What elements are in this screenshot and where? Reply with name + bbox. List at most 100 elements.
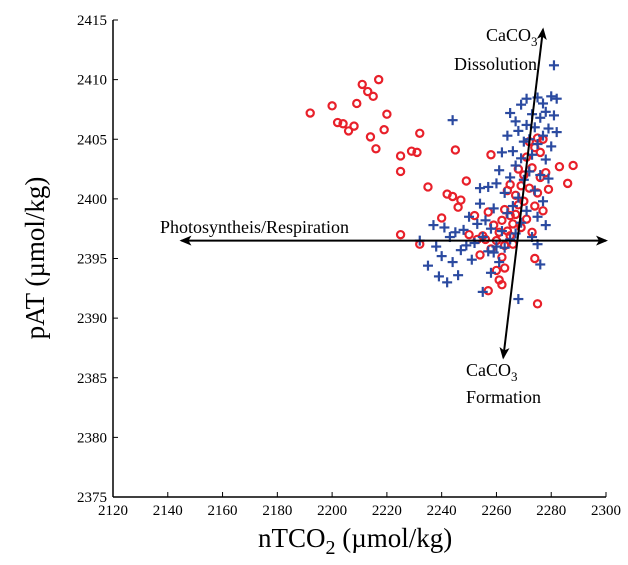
circle-point [371, 144, 381, 154]
circle-point [483, 285, 493, 296]
cross-point [433, 271, 444, 282]
cross-point [464, 211, 475, 222]
ticks: 2120 2140 2160 2180 2200 2220 2240 2260 2280 2300… [77, 13, 621, 519]
circle-point [436, 213, 447, 223]
cross-point [472, 218, 483, 229]
circle-point [475, 250, 485, 260]
x-tick-label: 2180 [262, 503, 292, 519]
circle-point [373, 74, 384, 85]
y-tick-label: 2400 [77, 192, 107, 208]
cross-point [475, 198, 486, 209]
cross-point [529, 185, 540, 196]
cross-point [499, 187, 510, 198]
circle-point [554, 161, 565, 172]
circle-point [486, 150, 496, 160]
cross-point [505, 172, 516, 183]
cross-point [461, 240, 472, 251]
circle-point [363, 86, 373, 97]
dissolution-label-line2: Dissolution [454, 54, 537, 74]
circle-point [352, 98, 362, 109]
dissolution-subscript: 3 [531, 34, 538, 49]
circle-point [456, 195, 466, 205]
circle-point [497, 215, 507, 226]
dissolution-caco-text: CaCO [486, 25, 531, 45]
y-tick-label: 2375 [77, 490, 107, 506]
formation-label-line2: Formation [466, 387, 541, 407]
caco3-dissolution-formation-arrow [499, 27, 547, 360]
cross-point [516, 99, 527, 110]
circle-point [305, 108, 315, 118]
x-tick-label: 2300 [591, 503, 621, 519]
y-tick-label: 2390 [77, 311, 107, 327]
cross-point [436, 251, 447, 262]
circle-point [562, 178, 573, 189]
formation-caco-text: CaCO [466, 360, 511, 380]
y-tick-label: 2415 [77, 13, 107, 29]
cross-point [475, 183, 486, 194]
y-tick-label: 2405 [77, 132, 107, 148]
cross-point [488, 203, 499, 214]
y-tick-label: 2385 [77, 371, 107, 387]
cross-point [480, 215, 491, 226]
x-axis-label: nTCO2 (µmol/kg) [258, 523, 452, 559]
x-axis-label-subscript: 2 [326, 537, 336, 559]
cross-point [507, 146, 518, 157]
y-tick-label: 2380 [77, 430, 107, 446]
x-tick-label: 2120 [98, 503, 128, 519]
circle-point [338, 119, 348, 129]
cross-point [469, 237, 480, 248]
cross-point [439, 222, 450, 233]
cross-point [447, 115, 458, 126]
cross-point [538, 196, 549, 207]
circle-point [508, 219, 518, 229]
cross-point [494, 165, 505, 176]
cross-point [466, 254, 477, 265]
x-axis-label-unit: (µmol/kg) [336, 523, 453, 553]
cross-point [431, 241, 442, 252]
circle-point [382, 109, 392, 119]
cross-point [422, 260, 433, 271]
cross-point [483, 181, 494, 192]
circle-point [499, 263, 510, 273]
circle-point [406, 146, 417, 156]
x-tick-label: 2200 [317, 503, 347, 519]
cross-point [450, 227, 461, 238]
circle-point [365, 132, 376, 142]
circle-point [415, 128, 425, 138]
x-axis-label-main: nTCO [258, 523, 326, 553]
circle-point [535, 147, 545, 158]
circle-point [395, 229, 406, 240]
circle-point [532, 299, 543, 309]
cross-point [483, 246, 494, 257]
cross-point [453, 270, 464, 281]
cross-point [513, 125, 524, 136]
cross-point [477, 286, 488, 297]
cross-point [521, 93, 532, 104]
arrows [179, 27, 608, 360]
circle-point [568, 160, 578, 171]
y-tick-label: 2410 [77, 73, 107, 89]
circle-point [412, 147, 422, 158]
circle-point [357, 79, 367, 90]
cross-point [485, 223, 496, 234]
circle-point [469, 210, 480, 221]
cross-point [458, 224, 469, 235]
x-tick-label: 2140 [153, 503, 183, 519]
x-tick-label: 2280 [536, 503, 566, 519]
circle-point [530, 253, 540, 264]
circle-point [395, 151, 406, 161]
cross-point [546, 141, 557, 152]
circle-point [450, 145, 461, 155]
y-tick-label: 2395 [77, 252, 107, 268]
circle-point [327, 101, 337, 111]
cross-point [551, 127, 562, 138]
circle-point [530, 201, 540, 211]
cross-point [510, 116, 521, 127]
x-tick-label: 2240 [427, 503, 457, 519]
cross-point [510, 160, 521, 171]
x-tick-label: 2160 [208, 503, 238, 519]
circle-point [379, 125, 389, 135]
cross-point [540, 220, 551, 231]
y-axis-label: pAT (µmol/kg) [20, 177, 50, 340]
circle-point [510, 209, 521, 220]
